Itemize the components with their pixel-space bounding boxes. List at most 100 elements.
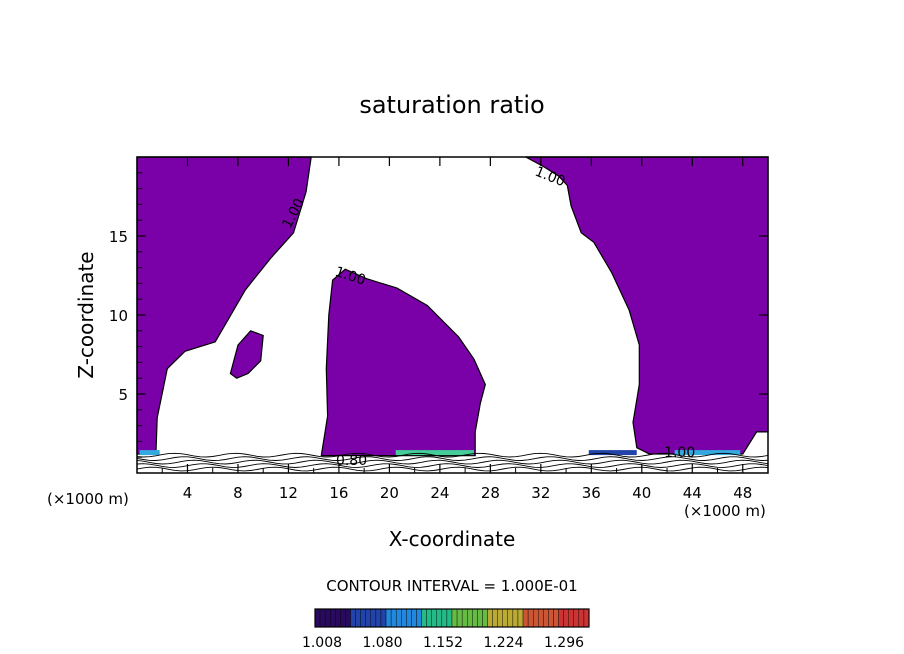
colorbar-cell [573,608,580,628]
colorbar-cell [451,608,458,628]
x-unit-right: (×1000 m) [684,502,766,520]
colorbar-cell [482,608,488,628]
colorbar-cell [340,608,346,628]
x-tick-label: 28 [481,484,500,502]
colorbar-cell [532,608,539,628]
x-tick-label: 32 [531,484,550,502]
surface-band-segment [395,450,474,456]
colorbar-cell [375,608,382,628]
colorbar-cell [527,608,534,628]
y-axis-label: Z-coordinate [74,251,98,378]
contour-label: 1.00 [664,445,695,461]
colorbar-cell [461,608,468,628]
colorbar-cell [517,608,524,628]
colorbar-cell [390,608,397,628]
colorbar-cell [355,608,361,628]
contour-interval-label: CONTOUR INTERVAL = 1.000E-01 [326,577,577,595]
colorbar-cell [538,608,544,628]
surface-contour-line [136,459,769,465]
x-tick-label: 20 [380,484,399,502]
colorbar-cell [421,608,427,628]
colorbar-cell [360,608,366,628]
colorbar-cell [477,608,483,628]
x-tick-label: 44 [683,484,702,502]
colorbar-cell [522,608,529,628]
colorbar-cell [497,608,503,628]
x-tick-label: 40 [632,484,651,502]
colorbar-cell [314,608,321,628]
surface-band-segment [139,450,160,456]
x-axis-label: X-coordinate [389,527,516,551]
y-tick-label: 5 [118,386,128,404]
surface-contour-line [136,463,769,468]
colorbar-frame [314,608,590,628]
x-tick-label: 12 [279,484,298,502]
colorbar-cell [553,608,559,628]
colorbar-cell [431,608,437,628]
colorbar-cell [583,608,590,628]
colorbar-label: 1.152 [423,635,463,651]
y-tick-label: 10 [109,307,128,325]
colorbar-cell [558,608,564,628]
colorbar-cell [345,608,351,628]
colorbar-cell [492,608,498,628]
colorbar-cell [487,608,493,628]
colorbar-label: 1.008 [302,635,342,651]
colorbar-cell [512,608,519,628]
surface-contour-line [136,466,769,472]
y-tick-label: 15 [109,228,128,246]
colorbar-cell [426,608,432,628]
colorbar-label: 1.224 [483,635,523,651]
colorbar-cell [563,608,569,628]
colorbar-cell [456,608,463,628]
colorbar-cell [411,608,417,628]
colorbar-cell [467,608,473,628]
colorbar-cell [319,608,326,628]
plot-area: 4 8 12 16 20 24 28 32 36 40 44 48510151.001.001.001… [109,156,769,502]
x-tick-label: 48 [733,484,752,502]
surface-band-segment [588,450,637,456]
colorbar-cell [365,608,372,628]
colorbar-cell [578,608,585,628]
colorbar-cell [548,608,554,628]
colorbar-cell [472,608,478,628]
x-tick-label: 36 [582,484,601,502]
contour-label: 0.80 [336,453,367,469]
x-tick-label: 8 [233,484,243,502]
colorbar-cell [543,608,549,628]
colorbar-cell [370,608,377,628]
surface-contour-line [136,456,769,461]
contour-region-right-upper [525,156,769,455]
colorbar-cell [416,608,422,628]
colorbar-cell [350,608,356,628]
colorbar-cell [380,608,387,628]
colorbar-cell [502,608,509,628]
colorbar-cell [385,608,392,628]
colorbar-cell [335,608,341,628]
colorbar-cell [324,608,331,628]
colorbar-cell [446,608,453,628]
colorbar-label: 1.296 [544,635,584,651]
x-tick-label: 4 [183,484,193,502]
colorbar-cell [436,608,443,628]
chart-title: saturation ratio [359,91,544,119]
x-unit-left: (×1000 m) [47,490,129,508]
colorbar-label: 1.080 [362,635,402,651]
colorbar-cell [395,608,402,628]
surface-contour-line [136,452,769,458]
colorbar-cell [507,608,514,628]
contour-region-left-upper [136,156,312,455]
x-tick-label: 24 [430,484,449,502]
surface-band-segment [674,450,741,456]
contour-region-small-blob [229,330,264,379]
colorbar: 1.008 1.080 1.152 1.224 1.296 [302,608,590,651]
contour-region-central-dome [320,268,486,457]
colorbar-cell [568,608,574,628]
colorbar-cell [401,608,407,628]
colorbar-cell [406,608,412,628]
x-tick-label: 16 [329,484,348,502]
colorbar-cell [330,608,336,628]
surface-layer [136,450,769,472]
colorbar-cell [441,608,448,628]
